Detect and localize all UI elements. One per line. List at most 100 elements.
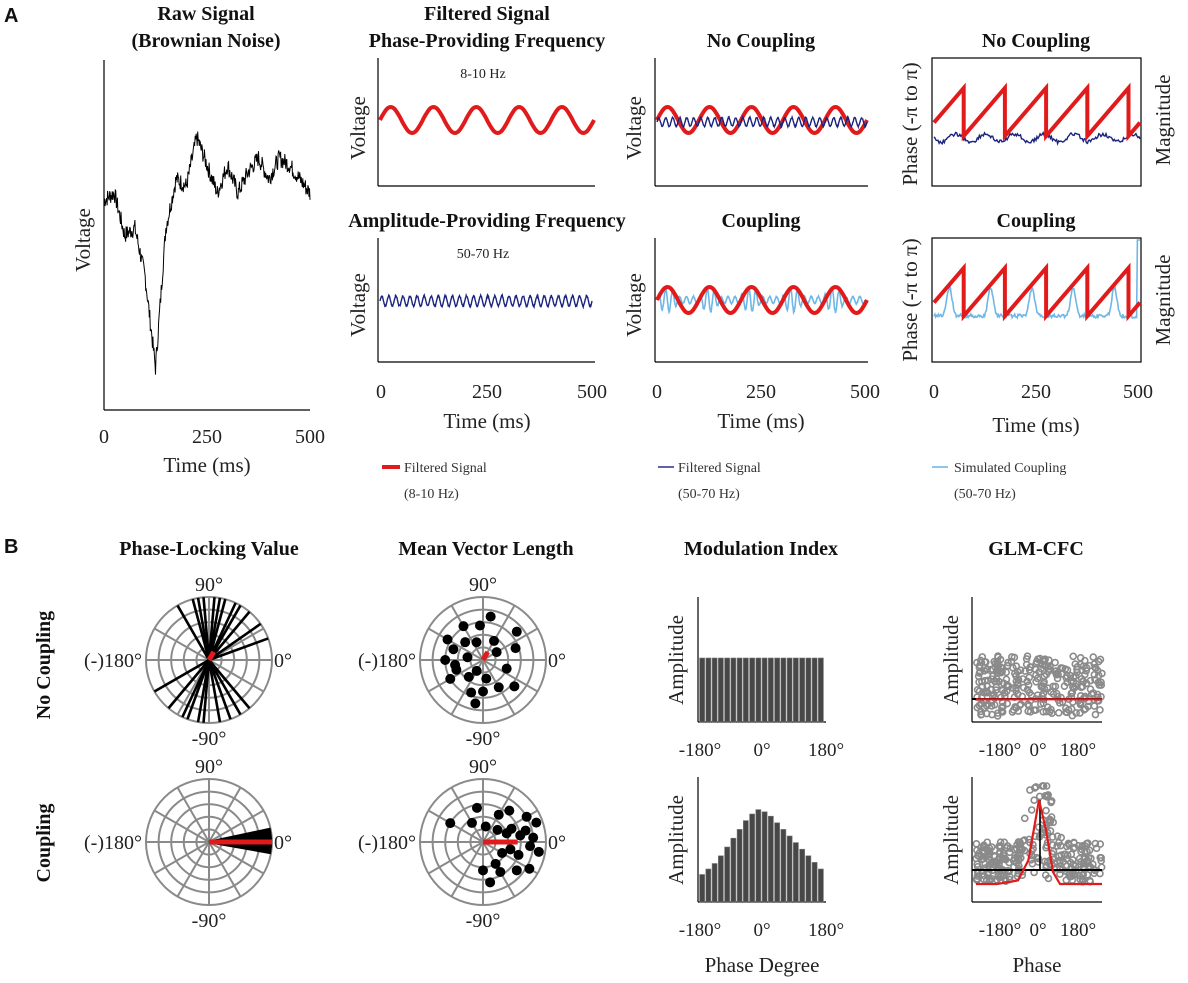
plv-top-phase-vector	[207, 597, 216, 661]
plv-top-phase-vector	[208, 622, 262, 662]
mi-bot-bar	[724, 846, 730, 903]
glm-bot-point	[980, 864, 989, 872]
glm-top-point	[1042, 707, 1051, 716]
glm-top-point	[978, 682, 987, 691]
mi-top-bar	[705, 657, 712, 723]
glm-bot-point	[1028, 859, 1037, 868]
plv-top-label-0: 0°	[274, 650, 292, 672]
glm-top-point	[1016, 700, 1025, 708]
mvl-top-point	[493, 682, 504, 693]
mvl-top-point	[478, 686, 488, 697]
phasemag-bottom-left-ylabel: Phase (-π to π)	[898, 238, 922, 361]
mi-top-bar	[736, 657, 743, 723]
glm-top-point	[1052, 670, 1061, 679]
glm-top-ylabel: Amplitude	[939, 615, 963, 705]
glm-top-point	[1081, 656, 1089, 665]
glm-bot-point	[1027, 806, 1036, 814]
glm-bot-point	[1053, 832, 1062, 840]
glm-top-point	[990, 657, 998, 666]
mvl-top-label-90: 90°	[469, 574, 497, 596]
glm-top-point	[983, 665, 992, 673]
plv-bot-spoke-grid	[176, 786, 210, 843]
glm-bot-point	[990, 852, 999, 860]
glm-top-point	[1040, 672, 1049, 681]
mi-bot-bar	[749, 813, 755, 903]
glm-bot-point	[985, 847, 994, 855]
glm-top-point	[1022, 655, 1031, 663]
glm-top-point	[1012, 662, 1021, 671]
glm-top-point	[987, 675, 996, 683]
glm-top-point	[1061, 704, 1070, 712]
plv-bot-spoke-grid	[208, 841, 265, 875]
glm-top-point	[987, 702, 996, 710]
glm-bot-point	[1048, 833, 1057, 841]
mvl-bot-point	[466, 817, 477, 828]
glm-top-point	[1037, 700, 1045, 708]
overlay-bottom-ylabel: Voltage	[622, 273, 646, 337]
glm-bot-point	[972, 875, 981, 884]
glm-bot-point	[981, 852, 990, 861]
glm-bot-point	[1020, 814, 1029, 823]
glm-top-point	[1077, 683, 1085, 692]
glm-top-point	[999, 679, 1008, 688]
mvl-bot-point	[495, 867, 506, 878]
mi-top-ylabel: Amplitude	[664, 615, 688, 705]
glm-bot-point	[1079, 860, 1088, 868]
plv-bot-spoke-grid	[208, 841, 242, 898]
mvl-bot-point	[504, 805, 515, 816]
mi-top-bar	[718, 657, 724, 723]
mvl-bot-point	[490, 858, 501, 869]
mi-xlabel: Phase Degree	[705, 953, 820, 977]
glm-bottom-ylabel: Amplitude	[939, 795, 963, 885]
glm-top-point	[1010, 653, 1019, 662]
mi-top-bar	[768, 657, 774, 723]
glm-top-xtick-180: 180°	[1060, 740, 1096, 761]
glm-top-point	[1080, 705, 1088, 714]
raw-signal-axes	[103, 60, 310, 411]
plv-top-phase-vector	[176, 604, 211, 661]
plv-bot-spoke-grid	[153, 841, 210, 875]
mvl-bot-point	[511, 865, 522, 876]
phasemag-bottom-right-ylabel: Magnitude	[1151, 255, 1175, 346]
plv-top-phase-vector	[153, 658, 210, 693]
raw-xtick-500: 500	[295, 426, 325, 448]
glm-bot-point	[1056, 870, 1064, 878]
amplitude-signal-trace	[379, 292, 593, 310]
mi-bottom-xtick-0: 0°	[753, 920, 770, 941]
glm-bot-point	[1010, 845, 1018, 854]
glm-top-point	[976, 700, 985, 708]
raw-xtick-250: 250	[192, 426, 222, 448]
glm-top-point	[1003, 699, 1012, 708]
glm-bot-point	[1056, 841, 1065, 850]
glm-xlabel: Phase	[1013, 953, 1062, 977]
glm-bot-point	[1091, 839, 1100, 848]
mi-bot-bar	[699, 874, 705, 903]
glm-top-point	[1090, 670, 1099, 679]
mi-bot-bar	[711, 863, 718, 903]
glm-top-point	[977, 658, 986, 667]
mvl-top-label-neg90: -90°	[466, 728, 501, 750]
glm-top-point	[1069, 652, 1077, 661]
mvl-top-point	[442, 634, 453, 645]
filtered-title-line1: Filtered Signal	[424, 3, 550, 25]
plv-bot-label-180: (-)180°	[84, 832, 142, 854]
glm-bot-point	[1057, 833, 1066, 842]
phasemag-bottom-phase-trace	[932, 262, 1142, 322]
raw-signal-trace	[103, 131, 311, 375]
panel-b-label: B	[4, 536, 18, 558]
amplitude-title: Amplitude-Providing Frequency	[348, 210, 626, 232]
glm-top-point	[1039, 707, 1047, 716]
glm-top-point	[1087, 690, 1096, 698]
mi-top-bar	[730, 657, 737, 723]
glm-top-point	[1012, 684, 1020, 692]
mvl-top-point	[474, 620, 485, 631]
legend-amplitude-line1: Filtered Signal	[678, 461, 761, 476]
filtered-xtick-250: 250	[472, 381, 502, 403]
mi-coupling-bars	[699, 809, 824, 903]
overlay-top-ylabel: Voltage	[622, 96, 646, 160]
mvl-top-label-180: (-)180°	[358, 650, 416, 672]
glm-bot-point	[1035, 792, 1044, 801]
glm-bot-point	[975, 849, 983, 858]
legend-phase-line1: Filtered Signal	[404, 461, 487, 476]
